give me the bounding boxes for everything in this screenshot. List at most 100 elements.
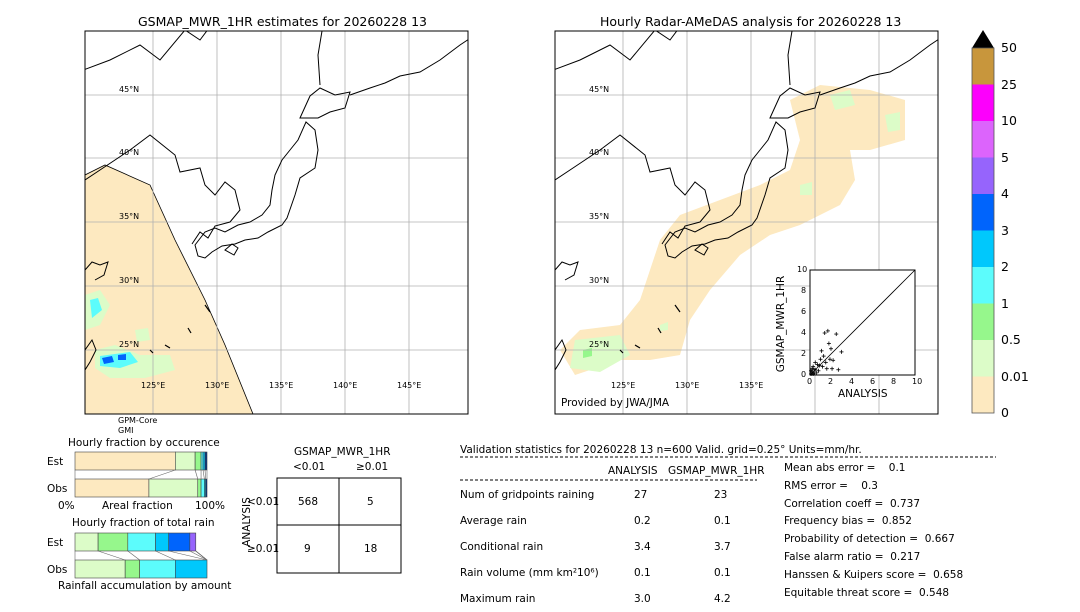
- lon-label: 125°E: [611, 381, 636, 390]
- colorbar-tick: 0.01: [1001, 368, 1029, 384]
- stats-row-gsmap: 23: [714, 489, 728, 501]
- stats-row-gsmap: 0.1: [714, 515, 731, 527]
- colorbar-segment: [972, 376, 994, 413]
- colorbar-segment: [972, 340, 994, 377]
- stats-row-gsmap: 3.7: [714, 541, 731, 553]
- fraction-bars: [74, 451, 208, 579]
- cell-hit: 18: [364, 543, 378, 555]
- scatter-point: [812, 367, 817, 372]
- lat-label: 45°N: [119, 85, 140, 94]
- score-line: Probability of detection = 0.667: [784, 533, 955, 546]
- score-line: RMS error = 0.3: [784, 479, 878, 492]
- fraction-segment: [139, 559, 176, 579]
- one-to-one-line: [809, 269, 916, 376]
- lat-label: 40°N: [589, 148, 610, 157]
- score-line: Correlation coeff = 0.737: [784, 497, 920, 510]
- scatter-point: [811, 364, 816, 369]
- scatter-point: [823, 360, 828, 365]
- cell-false-alarm: 5: [367, 496, 374, 508]
- scatter-inset: [809, 269, 916, 376]
- scatter-point: [809, 368, 814, 373]
- sensor-label-1: GPM-Core: [118, 416, 158, 425]
- stats-col-analysis: ANALYSIS: [608, 465, 658, 477]
- data-credit: Provided by JWA/JMA: [561, 397, 670, 409]
- lat-label: 25°N: [589, 340, 610, 349]
- stats-row-analysis: 3.4: [634, 541, 651, 553]
- scatter-point: [827, 357, 832, 362]
- scatter-point: [839, 349, 844, 354]
- colorbar-tick: 5: [1001, 149, 1009, 165]
- score-line: Mean abs error = 0.1: [784, 462, 906, 474]
- colorbar-segment: [972, 267, 994, 304]
- lat-label: 25°N: [119, 340, 140, 349]
- scatter-ytick: 8: [801, 286, 807, 295]
- contingency-grid: [276, 477, 402, 574]
- lon-label: 125°E: [141, 381, 166, 390]
- cell-hit-none: 568: [298, 496, 319, 508]
- fraction-segment: [189, 532, 197, 552]
- stats-row-label: Num of gridpoints raining: [460, 489, 595, 501]
- col-label-1: ≥0.01: [356, 461, 389, 473]
- scatter-point: [831, 358, 836, 363]
- scatter-point: [836, 367, 841, 372]
- lon-label: 145°E: [397, 381, 422, 390]
- fraction-segment: [74, 532, 99, 552]
- sensor-label-2: GMI: [118, 426, 134, 435]
- rain-title: Hourly fraction of total rain: [72, 517, 215, 529]
- lat-label: 30°N: [119, 276, 140, 285]
- scatter-point: [810, 366, 815, 371]
- fraction-segment: [205, 478, 208, 498]
- scatter-point: [815, 362, 820, 367]
- analysis-coverage: [560, 85, 905, 375]
- rain-obs-label: Obs: [47, 564, 68, 576]
- col-label-0: <0.01: [293, 461, 326, 473]
- fraction-segment: [175, 451, 196, 471]
- scatter-ytick: 2: [801, 349, 807, 358]
- scatter-xtick: 8: [891, 377, 897, 386]
- colorbar-segment: [972, 84, 994, 121]
- scatter-ytick: 10: [797, 265, 808, 274]
- scatter-point: [822, 331, 827, 335]
- fraction-segment: [124, 559, 140, 579]
- colorbar-segment: [972, 48, 994, 85]
- stats-row-gsmap: 4.2: [714, 593, 731, 605]
- colorbar-tick: 0.5: [1001, 332, 1021, 347]
- scatter-point: [817, 363, 822, 368]
- scatter-ytick: 4: [801, 328, 807, 337]
- colorbar-tick: 2: [1001, 259, 1009, 274]
- scatter-point: [826, 341, 831, 346]
- stats-row-label: Conditional rain: [460, 541, 544, 553]
- rain-xlabel: Rainfall accumulation by amount: [58, 580, 232, 592]
- fraction-segment: [74, 559, 126, 579]
- fraction-segment: [194, 451, 202, 471]
- occ-xlabel: Areal fraction: [102, 500, 173, 512]
- scatter-point: [824, 366, 829, 371]
- scatter-point: [820, 364, 825, 369]
- colorbar-tick: 3: [1001, 222, 1009, 238]
- score-line: False alarm ratio = 0.217: [784, 551, 921, 563]
- fraction-segment: [197, 478, 202, 498]
- lon-label: 135°E: [739, 381, 764, 390]
- colorbar-segment: [972, 303, 994, 340]
- stats-col-gsmap: GSMAP_MWR_1HR: [668, 465, 765, 477]
- colorbar-tick: 50: [1001, 40, 1017, 55]
- scatter-point: [829, 346, 833, 351]
- stats-row-label: Average rain: [460, 515, 527, 527]
- colorbar: [971, 30, 995, 414]
- colorbar-tick: 25: [1001, 76, 1017, 92]
- scatter-xtick: 0: [807, 377, 813, 386]
- fraction-segment: [148, 478, 199, 498]
- stats-header: Validation statistics for 20260228 13 n=…: [460, 444, 862, 456]
- fraction-segment: [127, 532, 156, 552]
- occ-x-left: 0%: [58, 500, 75, 512]
- scatter-xlabel: ANALYSIS: [838, 388, 888, 400]
- scatter-xtick: 4: [849, 377, 855, 386]
- score-line: Hanssen & Kuipers score = 0.658: [784, 568, 964, 581]
- stats-row-analysis: 3.0: [634, 593, 651, 605]
- stats-row-label: Rain volume (mm km²10⁶): [460, 567, 599, 579]
- colorbar-segment: [972, 121, 994, 158]
- scatter-ytick: 0: [801, 370, 807, 379]
- fraction-segment: [74, 451, 176, 471]
